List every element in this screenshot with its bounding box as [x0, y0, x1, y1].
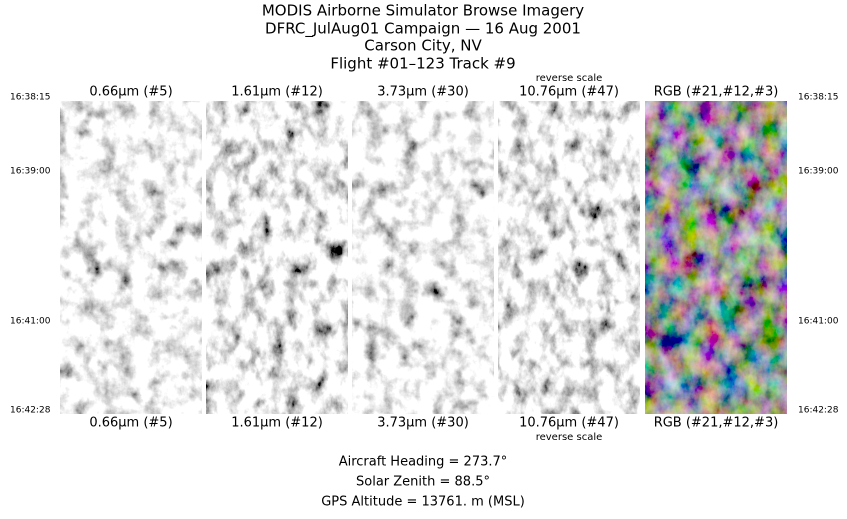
time-label: 16:39:00	[798, 167, 839, 177]
panel-label: RGB (#21,#12,#3)	[654, 85, 779, 100]
image-panel	[60, 101, 202, 414]
panel-label: 3.73μm (#30)	[377, 416, 469, 431]
time-label: 16:42:28	[798, 406, 839, 416]
time-label: 16:42:28	[10, 406, 51, 416]
panel-label: 3.73μm (#30)	[377, 85, 469, 100]
footer: Aircraft Heading = 273.7° Solar Zenith =…	[321, 455, 525, 510]
panel-label: 1.61μm (#12)	[231, 416, 323, 431]
time-label: 16:38:15	[10, 93, 50, 103]
panel-label: RGB (#21,#12,#3)	[654, 416, 779, 431]
title-line: Carson City, NV	[364, 37, 482, 55]
title-line: DFRC_JulAug01 Campaign — 16 Aug 2001	[265, 20, 581, 39]
title-line: Flight #01–123 Track #9	[330, 55, 515, 73]
panel-note: reverse scale	[536, 432, 603, 443]
time-label: 16:41:00	[10, 317, 51, 327]
panel-label: 0.66μm (#5)	[89, 85, 172, 100]
footer-line: Aircraft Heading = 273.7°	[339, 455, 508, 470]
image-panel	[645, 101, 787, 414]
time-label: 16:41:00	[798, 317, 839, 327]
panel-label: 1.61μm (#12)	[231, 85, 323, 100]
footer-line: Solar Zenith = 88.5°	[356, 475, 490, 490]
panel-label: 10.76μm (#47)	[519, 416, 619, 431]
panel-label: 0.66μm (#5)	[89, 416, 172, 431]
image-panel	[498, 101, 640, 414]
image-panel	[206, 101, 348, 414]
time-label: 16:39:00	[10, 167, 51, 177]
footer-line: GPS Altitude = 13761. m (MSL)	[321, 495, 525, 510]
title-line: MODIS Airborne Simulator Browse Imagery	[262, 2, 584, 20]
header: MODIS Airborne Simulator Browse Imagery …	[262, 2, 584, 73]
image-panel	[352, 101, 494, 414]
panel-note: reverse scale	[536, 73, 603, 84]
panel-label: 10.76μm (#47)	[519, 85, 619, 100]
time-label: 16:38:15	[798, 93, 838, 103]
